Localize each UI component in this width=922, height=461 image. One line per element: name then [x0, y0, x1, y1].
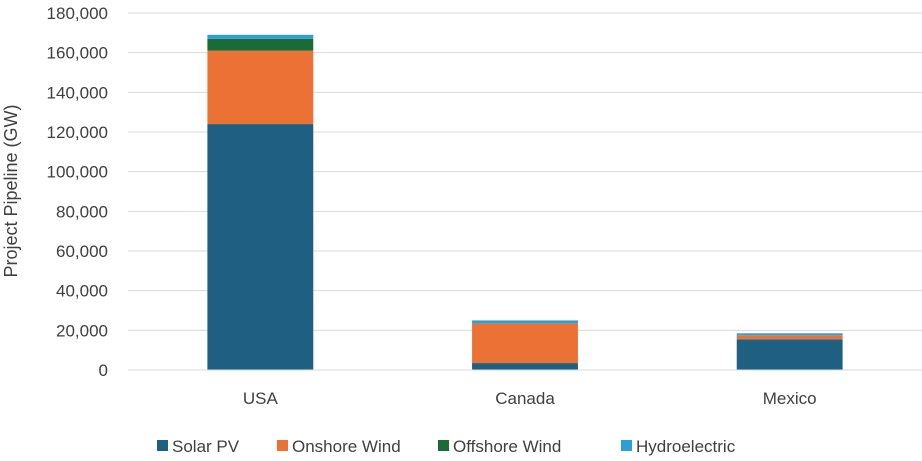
legend-label: Onshore Wind	[292, 437, 401, 456]
legend-item: Onshore Wind	[277, 437, 401, 456]
bar-segment-canada-hydroelectric	[472, 320, 578, 324]
y-tick-label: 100,000	[47, 163, 108, 182]
bar-segment-mexico-solar-pv	[736, 339, 843, 370]
x-category-label: Mexico	[763, 389, 817, 408]
y-tick-label: 40,000	[56, 282, 108, 301]
legend-swatch	[438, 440, 449, 451]
y-tick-label: 20,000	[56, 321, 108, 340]
x-axis-category-labels: USA Canada Mexico	[243, 389, 817, 408]
bar-segment-mexico-hydroelectric	[736, 333, 843, 336]
x-category-label: USA	[243, 389, 279, 408]
legend-item: Offshore Wind	[438, 437, 561, 456]
bar-segment-usa-hydroelectric	[207, 34, 314, 39]
bar-segment-usa-offshore-wind	[207, 38, 314, 51]
bar-segment-usa-solar-pv	[207, 124, 314, 370]
legend-swatch	[157, 440, 168, 451]
y-tick-label: 0	[99, 361, 108, 380]
legend-swatch	[277, 440, 288, 451]
y-tick-label: 120,000	[47, 123, 108, 142]
y-tick-label: 160,000	[47, 44, 108, 63]
bar-segment-canada-solar-pv	[472, 363, 578, 370]
y-tick-label: 180,000	[47, 4, 108, 23]
bar-segment-mexico-onshore-wind	[736, 335, 843, 340]
y-tick-label: 60,000	[56, 242, 108, 261]
legend-label: Offshore Wind	[453, 437, 561, 456]
x-category-label: Canada	[495, 389, 555, 408]
bars	[207, 34, 843, 370]
y-axis-tick-labels: 0 20,000 40,000 60,000 80,000 100,000 120,000 1…	[47, 4, 108, 380]
y-tick-label: 140,000	[47, 83, 108, 102]
bar-segment-canada-onshore-wind	[472, 323, 578, 364]
legend-label: Hydroelectric	[636, 437, 736, 456]
legend-swatch	[621, 440, 632, 451]
y-tick-label: 80,000	[56, 202, 108, 221]
legend-label: Solar PV	[172, 437, 240, 456]
legend: Solar PV Onshore Wind Offshore Wind Hydroel…	[157, 437, 736, 456]
legend-item: Hydroelectric	[621, 437, 736, 456]
y-axis-title: Project Pipeline (GW)	[1, 104, 21, 277]
legend-item: Solar PV	[157, 437, 240, 456]
bar-segment-usa-onshore-wind	[207, 50, 314, 125]
